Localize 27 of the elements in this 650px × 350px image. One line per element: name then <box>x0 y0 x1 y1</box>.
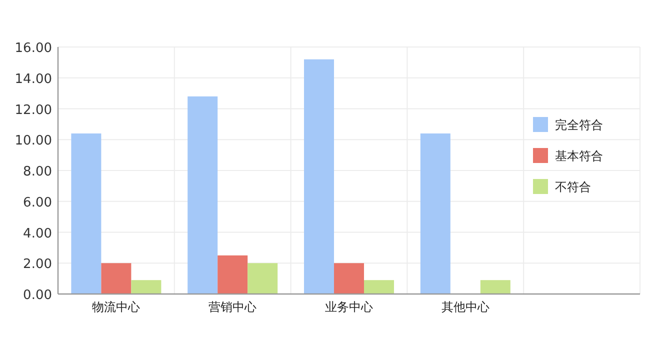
y-tick-label: 12.00 <box>14 102 52 118</box>
y-tick-label: 8.00 <box>23 164 52 180</box>
y-tick-label: 0.00 <box>23 288 52 303</box>
y-tick-label: 2.00 <box>23 257 52 272</box>
y-tick-label: 10.00 <box>14 134 52 149</box>
x-tick-label: 业务中心 <box>325 300 373 314</box>
legend-label: 完全符合 <box>555 118 603 132</box>
bar <box>334 263 364 294</box>
bar <box>304 59 334 294</box>
bar <box>101 263 132 294</box>
y-tick-label: 16.00 <box>14 41 52 56</box>
x-tick-label: 其他中心 <box>441 300 490 314</box>
legend-label: 基本符合 <box>555 149 603 163</box>
bar <box>131 280 162 294</box>
x-tick-label: 物流中心 <box>92 300 140 314</box>
y-tick-label: 6.00 <box>23 195 52 210</box>
bar <box>420 133 450 294</box>
y-tick-label: 14.00 <box>14 72 52 87</box>
bar <box>364 280 394 294</box>
legend-label: 不符合 <box>555 180 591 194</box>
y-tick-label: 4.00 <box>23 226 52 242</box>
bar <box>248 263 278 294</box>
x-tick-label: 营销中心 <box>208 300 257 314</box>
bar <box>218 255 248 294</box>
bar <box>480 280 510 294</box>
bar <box>71 133 102 294</box>
bar <box>188 96 218 294</box>
